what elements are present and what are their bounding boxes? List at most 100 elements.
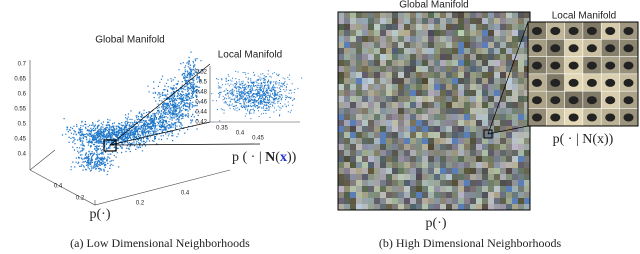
tile bbox=[440, 90, 446, 96]
tile bbox=[422, 18, 428, 24]
tile bbox=[392, 168, 398, 174]
tile bbox=[446, 126, 452, 132]
tile bbox=[398, 192, 404, 198]
tile bbox=[428, 66, 434, 72]
tile bbox=[518, 18, 524, 24]
tile bbox=[404, 120, 410, 126]
tile bbox=[380, 114, 386, 120]
tile bbox=[476, 78, 482, 84]
dog bbox=[550, 78, 561, 87]
tile bbox=[440, 192, 446, 198]
tile bbox=[464, 132, 470, 138]
tile bbox=[350, 102, 356, 108]
tile bbox=[488, 174, 494, 180]
tile bbox=[392, 18, 398, 24]
z-tick-label: 0.6 bbox=[18, 92, 27, 98]
tile bbox=[428, 108, 434, 114]
tile bbox=[434, 198, 440, 204]
tile bbox=[368, 192, 374, 198]
tile bbox=[434, 186, 440, 192]
dog bbox=[550, 44, 561, 53]
tile bbox=[386, 72, 392, 78]
tile bbox=[434, 138, 440, 144]
tile bbox=[518, 24, 524, 30]
tile bbox=[470, 42, 476, 48]
tile bbox=[386, 12, 392, 18]
tile bbox=[398, 186, 404, 192]
tile bbox=[350, 144, 356, 150]
tile bbox=[470, 192, 476, 198]
tile bbox=[344, 174, 350, 180]
tile bbox=[518, 120, 524, 126]
tile bbox=[518, 126, 524, 132]
tile bbox=[458, 174, 464, 180]
tile bbox=[416, 156, 422, 162]
local-label: Local Manifold bbox=[218, 50, 282, 61]
tile bbox=[452, 36, 458, 42]
tile bbox=[344, 72, 350, 78]
tile bbox=[410, 138, 416, 144]
tile bbox=[338, 24, 344, 30]
tile bbox=[506, 168, 512, 174]
z-tick-label: 0.45 bbox=[14, 137, 26, 143]
tile bbox=[362, 144, 368, 150]
tile bbox=[500, 156, 506, 162]
tile bbox=[404, 84, 410, 90]
dog bbox=[605, 27, 616, 35]
tile bbox=[494, 126, 500, 132]
tile bbox=[416, 150, 422, 156]
tile bbox=[338, 192, 344, 198]
tile bbox=[482, 162, 488, 168]
tile bbox=[470, 78, 476, 84]
tile bbox=[440, 102, 446, 108]
tile bbox=[404, 114, 410, 120]
dog bbox=[550, 27, 561, 35]
tile bbox=[440, 150, 446, 156]
tile bbox=[416, 126, 422, 132]
tile bbox=[464, 108, 470, 114]
tile bbox=[452, 204, 458, 210]
local-tick-label: 0.44 bbox=[195, 110, 207, 116]
tile bbox=[338, 84, 344, 90]
tile bbox=[482, 120, 488, 126]
tile bbox=[452, 120, 458, 126]
tile bbox=[518, 30, 524, 36]
tile bbox=[476, 204, 482, 210]
tile bbox=[410, 12, 416, 18]
tile bbox=[410, 174, 416, 180]
tile bbox=[500, 180, 506, 186]
tile bbox=[518, 192, 524, 198]
tile bbox=[368, 30, 374, 36]
tile bbox=[434, 180, 440, 186]
tile bbox=[338, 156, 344, 162]
tile bbox=[362, 96, 368, 102]
tile bbox=[416, 132, 422, 138]
tile bbox=[458, 102, 464, 108]
tile bbox=[512, 108, 518, 114]
tile bbox=[488, 108, 494, 114]
tile bbox=[482, 30, 488, 36]
tile bbox=[518, 204, 524, 210]
tile bbox=[338, 132, 344, 138]
tile bbox=[500, 30, 506, 36]
tile bbox=[482, 84, 488, 90]
tile bbox=[368, 42, 374, 48]
tile bbox=[464, 174, 470, 180]
tile bbox=[488, 66, 494, 72]
tile bbox=[392, 198, 398, 204]
tile bbox=[464, 72, 470, 78]
tile bbox=[524, 78, 530, 84]
tile bbox=[524, 96, 530, 102]
tile bbox=[380, 66, 386, 72]
tile bbox=[518, 186, 524, 192]
tile bbox=[374, 186, 380, 192]
tile bbox=[356, 120, 362, 126]
dog bbox=[586, 96, 597, 105]
dog bbox=[532, 27, 542, 35]
tile bbox=[422, 126, 428, 132]
tile bbox=[476, 132, 482, 138]
tile bbox=[440, 120, 446, 126]
tile bbox=[356, 180, 362, 186]
tile bbox=[470, 72, 476, 78]
neighborhood-box bbox=[103, 139, 117, 152]
